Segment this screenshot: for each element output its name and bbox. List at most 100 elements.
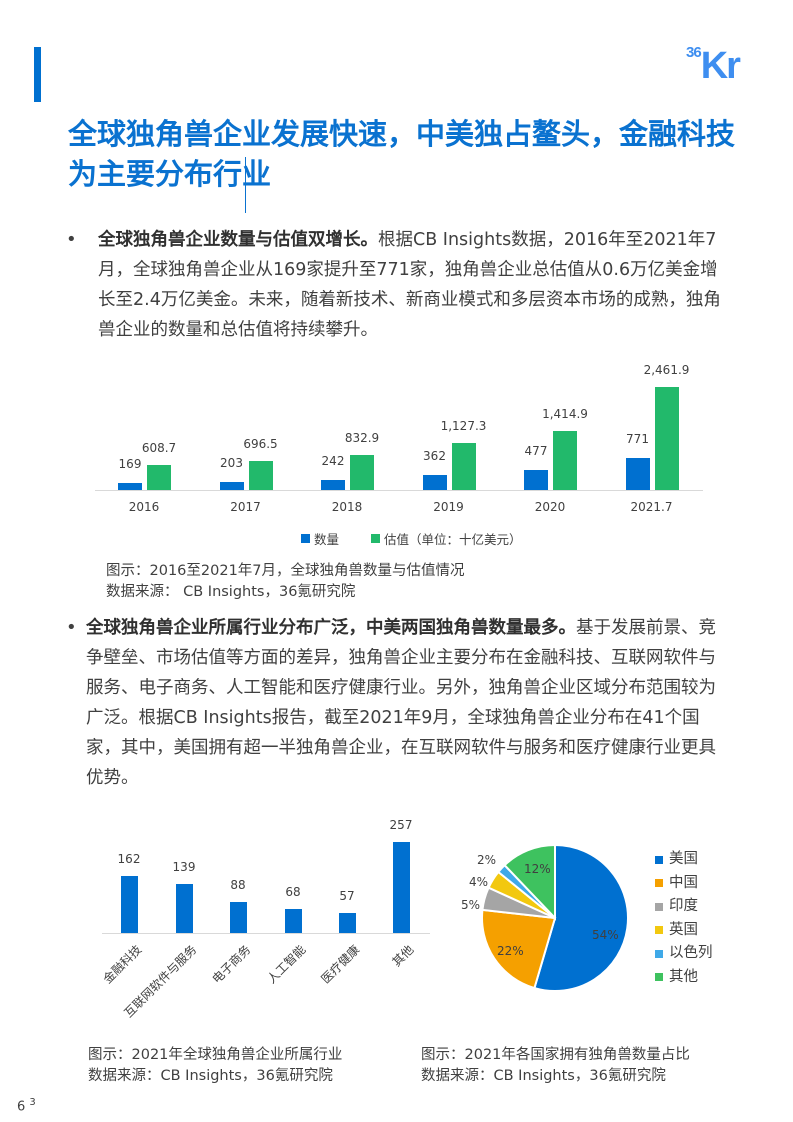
pie-legend-swatch [655, 855, 663, 864]
pie-legend-swatch [655, 973, 663, 982]
pie-legend-swatch [655, 902, 663, 911]
pie-label: 22% [497, 944, 524, 958]
bar-valuation [553, 430, 577, 490]
chart2-caption-source: 数据来源：CB Insights，36氪研究院 [88, 1068, 333, 1084]
pie-legend-label: 中国 [669, 874, 698, 891]
bar-valuation-label: 1,414.9 [542, 406, 588, 421]
legend-count: 数量 [301, 529, 339, 548]
chart1-caption-source: 数据来源： CB Insights，36氪研究院 [106, 584, 356, 600]
bar-industry-label: 57 [339, 888, 355, 903]
x-tick-label: 2016 [128, 500, 160, 514]
bar-count-label: 203 [220, 455, 243, 470]
chart1-x-axis [95, 490, 703, 491]
legend-valuation: 估值（单位：十亿美元） [371, 529, 522, 548]
bar-valuation [654, 387, 679, 490]
pie-legend-swatch [655, 949, 663, 958]
logo-small-text: 36 [686, 44, 702, 61]
paragraph-1-lead: 全球独角兽企业数量与估值双增长。 [98, 230, 378, 250]
chart2-caption-title: 图示：2021年全球独角兽企业所属行业 [88, 1047, 343, 1063]
pie-slice-0 [533, 843, 629, 992]
bar-valuation-label: 2,461.9 [643, 363, 690, 377]
accent-bar [34, 47, 41, 102]
pie-label: 54% [592, 928, 619, 942]
bar-valuation [451, 442, 476, 490]
page-title: 全球独角兽企业发展快速，中美独占鳌头，金融科技为主要分布行业 [68, 117, 736, 191]
pie-legend-label: 印度 [669, 898, 698, 914]
bar-count-label: 169 [118, 456, 142, 471]
bar-industry-label: 68 [285, 884, 301, 899]
bar-valuation-label: 696.5 [243, 436, 278, 451]
bar-count [422, 474, 447, 490]
chart3-caption-source: 数据来源：CB Insights，36氪研究院 [421, 1068, 666, 1084]
bar-industry [338, 912, 356, 933]
bar-industry [392, 842, 410, 933]
bar-valuation-label: 832.9 [344, 431, 380, 446]
bar-count-label: 477 [524, 444, 548, 459]
bar-industry-label: 139 [172, 859, 196, 874]
chart3-caption-title: 图示：2021年各国家拥有独角兽数量占比 [421, 1047, 690, 1063]
pie-legend-item: 美国 [655, 848, 713, 872]
x-tick-label: 2019 [433, 500, 464, 514]
logo-36kr: 36Kr [686, 44, 741, 88]
bar-industry [120, 875, 138, 933]
bar-valuation-label: 608.7 [141, 440, 177, 455]
bar-count [321, 479, 345, 490]
page-number-main: 6 [17, 1099, 26, 1115]
pie-slice-1 [481, 908, 557, 990]
pie-legend-swatch [655, 879, 663, 888]
bar-count [219, 481, 244, 490]
page-number: 6 3 [17, 1097, 36, 1114]
bullet-1: • [66, 229, 77, 250]
pie-label: 12% [524, 862, 551, 876]
paragraph-2: 全球独角兽企业所属行业分布广泛，中美两国独角兽数量最多。基于发展前景、竞争壁垒、… [86, 613, 724, 793]
bar-industry [175, 883, 193, 933]
paragraph-2-lead: 全球独角兽企业所属行业分布广泛，中美两国独角兽数量最多。 [86, 618, 576, 638]
x-tick-label: 2021.7 [630, 500, 673, 514]
pie-label: 5% [461, 898, 481, 912]
pie-slice-5 [503, 843, 556, 921]
pie-legend-item: 其他 [655, 966, 713, 990]
chart1-caption-title: 图示：2016至2021年7月，全球独角兽数量与估值情况 [106, 563, 465, 579]
chart-count-valuation: 169 608.7 2016 203 696.5 2017 242 832.9 2018 362 1… [0, 0, 793, 560]
pie-legend-swatch [655, 926, 663, 935]
pie-legend: 美国中国印度英国以色列其他 [655, 848, 713, 989]
bar-valuation-label: 1,127.3 [440, 418, 487, 433]
pie-legend-label: 其他 [669, 968, 698, 985]
bar-industry-label: 88 [230, 877, 246, 892]
bar-count [625, 457, 650, 490]
logo-big-text: Kr [700, 45, 741, 87]
bar-industry [284, 908, 302, 933]
chart-industry: 162 金融科技 139 互联网软件与服务 88 电子商务 68 人工智能 57 医疗健康 257 其… [100, 818, 430, 1020]
pie-legend-item: 以色列 [655, 942, 713, 966]
pie-legend-label: 以色列 [669, 945, 713, 961]
bar-industry-label: 162 [117, 851, 141, 866]
pie-legend-label: 英国 [669, 921, 698, 938]
bar-count [118, 482, 142, 490]
bar-valuation [350, 455, 374, 490]
pie-label: 2% [477, 853, 497, 867]
legend-swatch-valuation [371, 534, 380, 543]
chart1-caption: 图示：2016至2021年7月，全球独角兽数量与估值情况 数据来源： CB In… [106, 561, 465, 603]
pie-legend-item: 印度 [655, 895, 713, 919]
bar-valuation [248, 460, 273, 490]
page-number-sup: 3 [29, 1097, 36, 1108]
bar-count-label: 771 [626, 431, 649, 446]
legend-label-count: 数量 [314, 532, 340, 547]
chart2-x-axis [102, 933, 430, 934]
text-cursor [245, 157, 246, 213]
chart2-caption: 图示：2021年全球独角兽企业所属行业 数据来源：CB Insights，36氪… [88, 1045, 342, 1087]
x-tick-label: 2018 [331, 500, 363, 514]
bullet-2: • [66, 617, 77, 638]
pie-legend-item: 英国 [655, 919, 713, 943]
pie-legend-label: 美国 [669, 851, 698, 867]
x-tick-label: 2020 [534, 500, 566, 514]
bar-count-label: 242 [321, 453, 345, 468]
bar-industry [229, 901, 247, 933]
chart3-caption: 图示：2021年各国家拥有独角兽数量占比 数据来源：CB Insights，36… [421, 1045, 690, 1087]
chart-country-pie [481, 843, 629, 992]
paragraph-1: 全球独角兽企业数量与估值双增长。根据CB Insights数据，2016年至20… [98, 225, 724, 345]
pie-legend-item: 中国 [655, 872, 713, 896]
bar-industry-label: 257 [389, 818, 413, 832]
bar-valuation [147, 464, 171, 490]
x-tick-label: 2017 [230, 500, 261, 514]
